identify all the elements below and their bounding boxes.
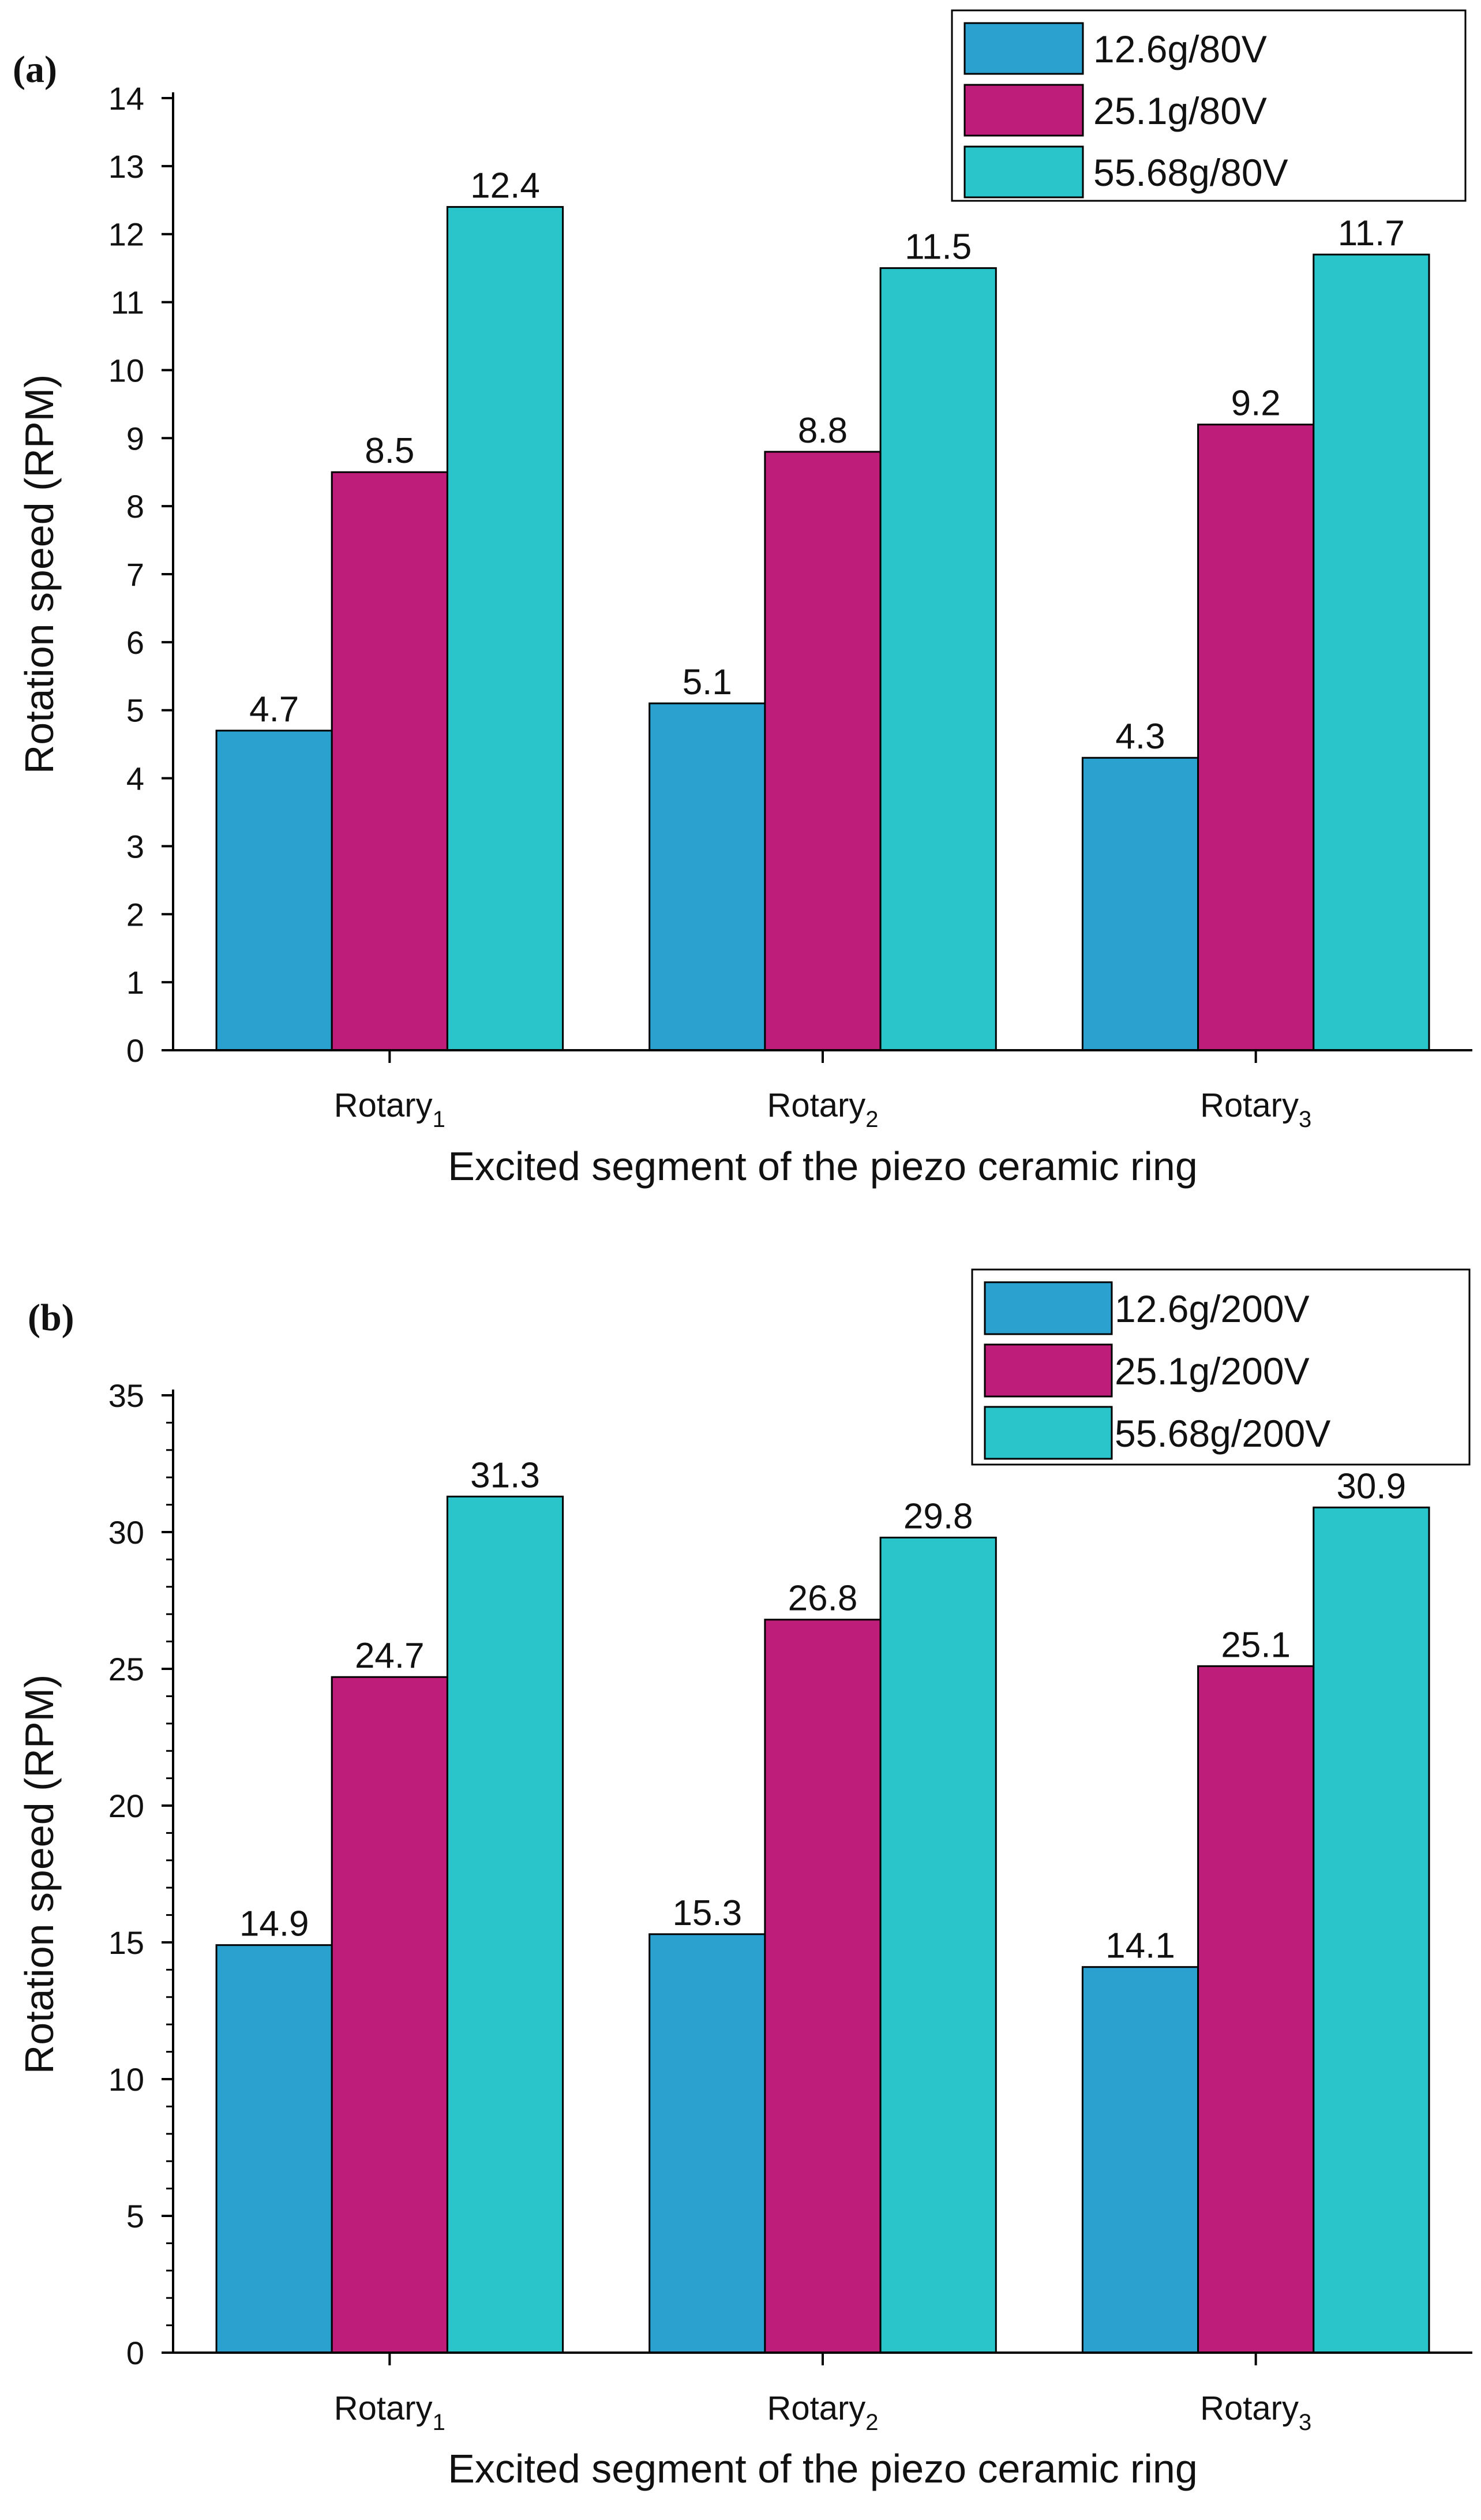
data-label: 11.7 (1338, 214, 1405, 253)
data-label: 14.1 (1105, 1926, 1175, 1966)
x-tick-label: Rotary1 (334, 1087, 445, 1132)
y-tick-label: 20 (108, 1788, 144, 1824)
data-label: 26.8 (788, 1579, 858, 1619)
data-label: 29.8 (903, 1497, 973, 1537)
y-tick-label: 1 (126, 964, 144, 1001)
data-label: 4.3 (1115, 717, 1165, 757)
y-tick-label: 0 (126, 1032, 144, 1069)
bar (1313, 1506, 1430, 2354)
data-label: 4.7 (249, 690, 299, 729)
data-label: 12.4 (470, 166, 540, 206)
y-tick-label: 10 (108, 2061, 144, 2098)
legend-label: 25.1g/80V (1093, 89, 1267, 132)
legend-swatch (984, 1281, 1113, 1335)
y-tick-label: 3 (126, 828, 144, 864)
data-label: 31.3 (470, 1455, 540, 1495)
bar (764, 1619, 882, 2354)
panel-label: (a) (13, 48, 57, 91)
y-tick-label: 6 (126, 624, 144, 661)
bar (648, 1933, 766, 2354)
bar (215, 1944, 333, 2354)
data-label: 5.1 (683, 662, 732, 702)
y-tick-label: 5 (126, 692, 144, 729)
legend-label: 12.6g/80V (1093, 28, 1267, 70)
bar (331, 471, 448, 1051)
bar (764, 451, 882, 1051)
bar (879, 267, 997, 1051)
y-tick-label: 13 (108, 148, 144, 185)
legend-swatch (963, 22, 1084, 75)
legend-swatch (963, 145, 1084, 199)
y-tick-label: 14 (108, 80, 144, 117)
bar (1313, 253, 1430, 1051)
bar (215, 729, 333, 1051)
data-label: 30.9 (1336, 1466, 1406, 1506)
y-tick-label: 30 (108, 1514, 144, 1551)
legend-swatch (984, 1343, 1113, 1398)
x-tick-label: Rotary3 (1200, 2390, 1311, 2435)
x-tick-label: Rotary1 (334, 2390, 445, 2435)
x-tick-label: Rotary2 (767, 1087, 878, 1132)
data-label: 8.8 (798, 411, 848, 451)
bar (331, 1676, 448, 2354)
y-tick-label: 15 (108, 1924, 144, 1961)
legend-swatch (963, 84, 1084, 137)
y-tick-label: 25 (108, 1651, 144, 1687)
y-tick-label: 9 (126, 420, 144, 456)
legend-swatch (984, 1406, 1113, 1460)
y-tick-label: 11 (111, 284, 144, 321)
x-tick-label: Rotary2 (767, 2390, 878, 2435)
y-tick-label: 8 (126, 488, 144, 525)
legend-label: 55.68g/80V (1093, 151, 1288, 194)
chart-panel-a: (a)4.75.14.38.58.89.212.411.5 11.70123456… (13, 9, 1472, 1189)
x-axis-title: Excited segment of the piezo ceramic rin… (448, 2446, 1198, 2491)
y-tick-label: 4 (126, 761, 144, 797)
bar (1197, 1665, 1315, 2354)
panel-label: (b) (28, 1297, 74, 1339)
bar (446, 206, 564, 1051)
data-label: 15.3 (672, 1893, 742, 1933)
bar (648, 702, 766, 1051)
legend-label: 12.6g/200V (1115, 1287, 1310, 1330)
data-label: 11.5 (905, 227, 972, 267)
legend-label: 25.1g/200V (1115, 1350, 1310, 1392)
y-axis-title: Rotation speed (RPM) (17, 375, 62, 774)
data-label: 24.7 (355, 1636, 425, 1676)
bar (1081, 757, 1199, 1051)
y-tick-label: 7 (126, 556, 144, 593)
bar (1197, 424, 1315, 1051)
data-label: 25.1 (1221, 1625, 1291, 1665)
bar (446, 1495, 564, 2354)
y-tick-label: 35 (108, 1377, 144, 1414)
x-axis-title: Excited segment of the piezo ceramic rin… (448, 1144, 1198, 1189)
legend-label: 55.68g/200V (1115, 1412, 1330, 1455)
bar (1081, 1966, 1199, 2354)
data-label: 9.2 (1231, 384, 1281, 424)
y-tick-label: 0 (126, 2335, 144, 2371)
x-tick-label: Rotary3 (1200, 1087, 1311, 1132)
y-tick-label: 2 (126, 896, 144, 933)
chart-panel-b: (b) 14.9 15.3 14.1 24.7 26.8 25.1 31.3 29.8 30.9 0… (17, 1268, 1472, 2491)
y-axis-title: Rotation speed (RPM) (17, 1675, 62, 2075)
y-tick-label: 5 (126, 2198, 144, 2234)
data-label: 14.9 (239, 1904, 309, 1944)
bar (879, 1537, 997, 2354)
y-tick-label: 10 (108, 352, 144, 388)
data-label: 8.5 (365, 431, 414, 471)
y-tick-label: 12 (108, 216, 144, 253)
